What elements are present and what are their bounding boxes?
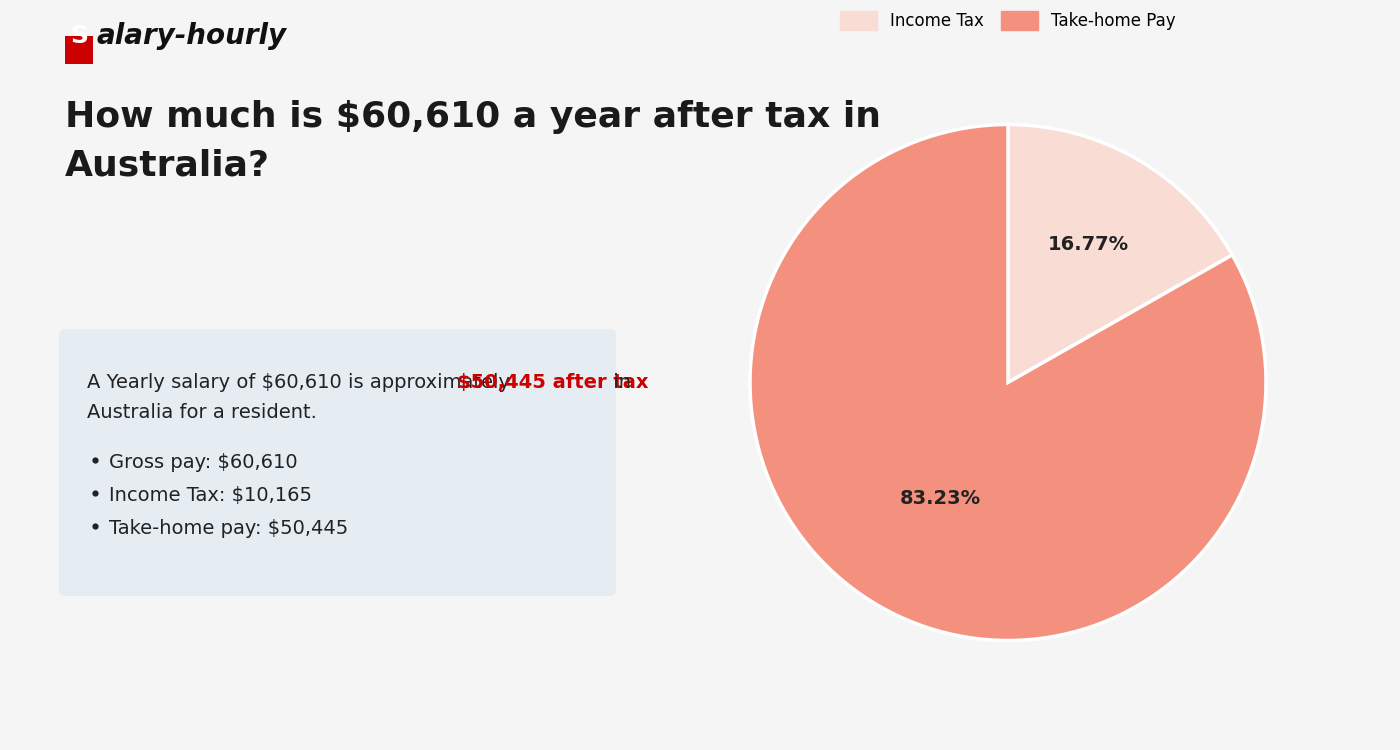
Text: Gross pay: $60,610: Gross pay: $60,610 — [109, 453, 298, 472]
Text: Take-home pay: $50,445: Take-home pay: $50,445 — [109, 519, 349, 538]
Text: $50,445 after tax: $50,445 after tax — [456, 373, 648, 392]
Text: Australia for a resident.: Australia for a resident. — [87, 403, 316, 422]
Text: A Yearly salary of $60,610 is approximately: A Yearly salary of $60,610 is approximat… — [87, 373, 517, 392]
Text: 83.23%: 83.23% — [900, 489, 981, 508]
Text: 16.77%: 16.77% — [1047, 235, 1128, 254]
Text: Australia?: Australia? — [64, 148, 270, 182]
Text: in: in — [606, 373, 630, 392]
FancyBboxPatch shape — [59, 329, 616, 596]
Text: alary-hourly: alary-hourly — [97, 22, 287, 50]
Wedge shape — [750, 124, 1266, 640]
Text: How much is $60,610 a year after tax in: How much is $60,610 a year after tax in — [64, 100, 881, 134]
FancyBboxPatch shape — [64, 36, 92, 64]
Wedge shape — [1008, 124, 1232, 382]
Text: S: S — [70, 24, 88, 48]
Legend: Income Tax, Take-home Pay: Income Tax, Take-home Pay — [834, 4, 1182, 37]
Text: Income Tax: $10,165: Income Tax: $10,165 — [109, 486, 312, 505]
